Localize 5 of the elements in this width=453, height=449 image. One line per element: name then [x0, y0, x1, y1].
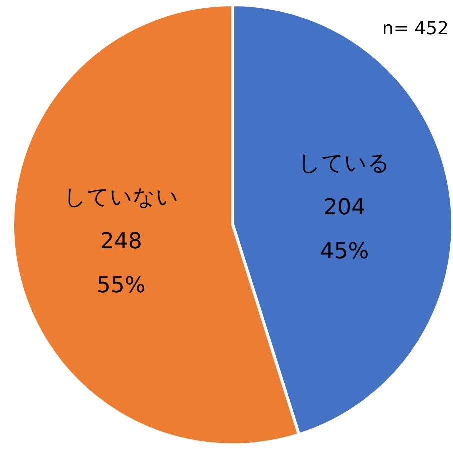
slice-label: していない [64, 186, 179, 211]
data-label: 204 45% [320, 195, 370, 264]
text: n= 452 [382, 18, 450, 40]
data-label: 248 55% [96, 230, 146, 299]
slice-label: している [298, 151, 391, 176]
